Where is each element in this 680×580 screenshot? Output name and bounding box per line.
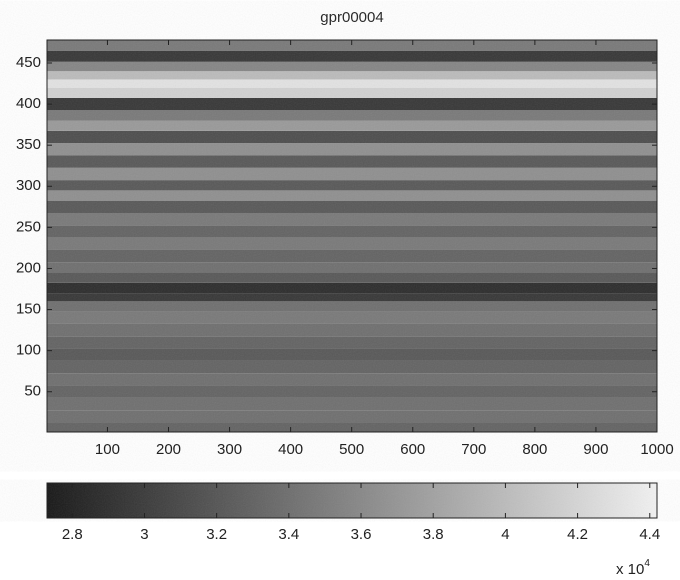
x-tick-label: 600: [400, 441, 425, 458]
colorbar-multiplier: x 104: [616, 558, 650, 578]
colorbar-tick-label: 3.8: [423, 526, 444, 543]
x-tick-label: 1000: [640, 441, 673, 458]
multiplier-exponent: 4: [644, 558, 650, 569]
x-tick-label: 200: [156, 441, 181, 458]
y-tick-label: 250: [16, 218, 41, 235]
x-tick-label: 500: [339, 441, 364, 458]
colorbar-tick-label: 3.2: [206, 526, 227, 543]
noise-texture: [47, 40, 657, 432]
x-tick-label: 400: [278, 441, 303, 458]
x-tick-label: 800: [522, 441, 547, 458]
colorbar-tick-label: 2.8: [62, 526, 83, 543]
colorbar-tick-label: 3.6: [351, 526, 372, 543]
y-tick-label: 100: [16, 342, 41, 359]
y-tick-label: 450: [16, 54, 41, 71]
y-tick-label: 400: [16, 95, 41, 112]
x-tick-label: 100: [95, 441, 120, 458]
colorbar-tick-label: 4.4: [639, 526, 660, 543]
y-tick-label: 350: [16, 136, 41, 153]
colorbar-frame: [46, 482, 658, 519]
y-tick-label: 200: [16, 259, 41, 276]
y-tick-label: 300: [16, 177, 41, 194]
multiplier-base: x 10: [616, 561, 644, 578]
noise-texture: [47, 483, 657, 518]
x-tick-label: 300: [217, 441, 242, 458]
y-tick-label: 50: [24, 383, 41, 400]
colorbar-tick-label: 4: [501, 526, 509, 543]
colorbar-tick-label: 3: [140, 526, 148, 543]
chart-title: gpr00004: [320, 9, 383, 26]
x-tick-label: 900: [583, 441, 608, 458]
colorbar-tick-label: 3.4: [278, 526, 299, 543]
colorbar-tick-label: 4.2: [567, 526, 588, 543]
y-tick-label: 150: [16, 301, 41, 318]
x-tick-label: 700: [461, 441, 486, 458]
